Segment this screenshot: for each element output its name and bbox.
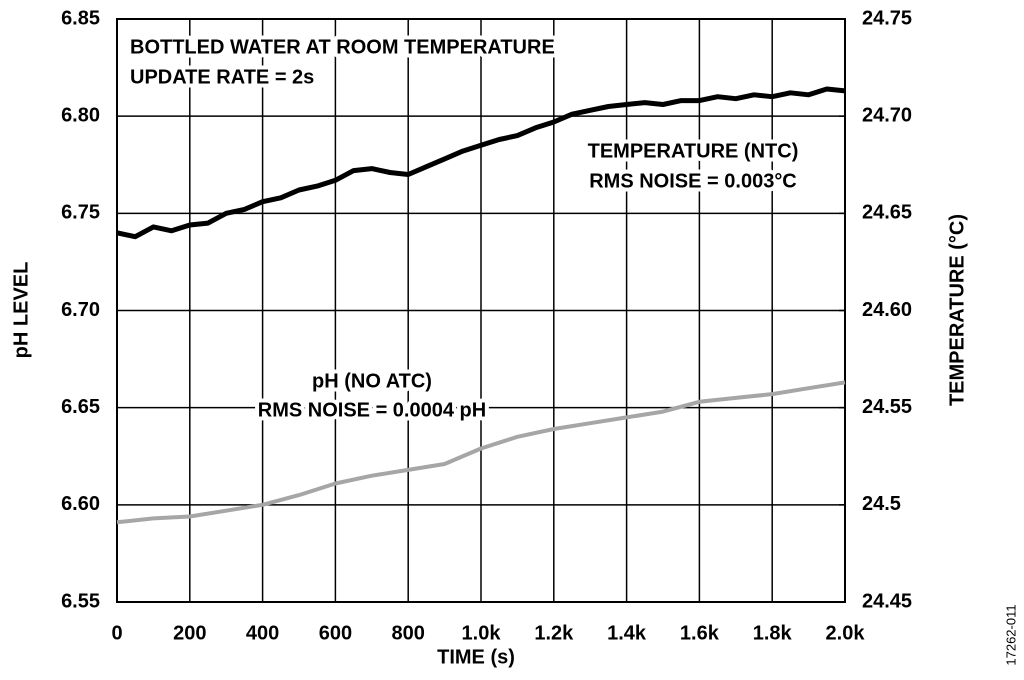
- annotation: RMS NOISE = 0.0004 pH: [258, 399, 486, 421]
- y-tick-label: 6.85: [61, 7, 100, 29]
- series-label: TEMPERATURE (NTC): [588, 140, 799, 162]
- data-line: [116, 86, 846, 240]
- y-tick-label: 6.55: [61, 590, 100, 612]
- annotation: RMS NOISE = 0.003°C: [589, 170, 797, 192]
- x-tick-label: 1.0k: [462, 622, 502, 644]
- x-tick-label: 1.4k: [607, 622, 647, 644]
- series-label: pH (NO ATC): [312, 370, 432, 392]
- x-tick-label: 0: [111, 622, 122, 644]
- x-tick-label: 1.8k: [753, 622, 793, 644]
- y2-tick-label: 24.45: [862, 590, 912, 612]
- annotation: UPDATE RATE = 2s: [130, 66, 314, 88]
- x-tick-label: 2.0k: [826, 622, 866, 644]
- y2-axis-label: TEMPERATURE (°C): [946, 214, 968, 406]
- y2-tick-label: 24.55: [862, 396, 912, 418]
- x-tick-label: 1.6k: [680, 622, 720, 644]
- y2-tick-label: 24.60: [862, 299, 912, 321]
- x-tick-label: 400: [246, 622, 279, 644]
- figure-id: 17262-011: [1003, 604, 1018, 665]
- plot-frame: [116, 18, 846, 603]
- y2-tick-label: 24.75: [862, 7, 912, 29]
- y-tick-label: 6.75: [61, 202, 100, 224]
- x-tick-label: 600: [319, 622, 352, 644]
- y-tick-label: 6.80: [61, 104, 100, 126]
- y-tick-label: 6.70: [61, 299, 100, 321]
- x-tick-label: 800: [392, 622, 425, 644]
- y-axis-label: pH LEVEL: [10, 262, 32, 359]
- y-tick-label: 6.60: [61, 493, 100, 515]
- data-line: [116, 380, 846, 525]
- y2-tick-label: 24.70: [862, 104, 912, 126]
- annotation: BOTTLED WATER AT ROOM TEMPERATURE: [130, 36, 555, 58]
- x-tick-label: 1.2k: [534, 622, 574, 644]
- y-tick-label: 6.65: [61, 396, 100, 418]
- x-axis-label: TIME (s): [437, 646, 515, 668]
- x-tick-label: 200: [173, 622, 206, 644]
- y2-tick-label: 24.5: [862, 493, 901, 515]
- y2-tick-label: 24.65: [862, 202, 912, 224]
